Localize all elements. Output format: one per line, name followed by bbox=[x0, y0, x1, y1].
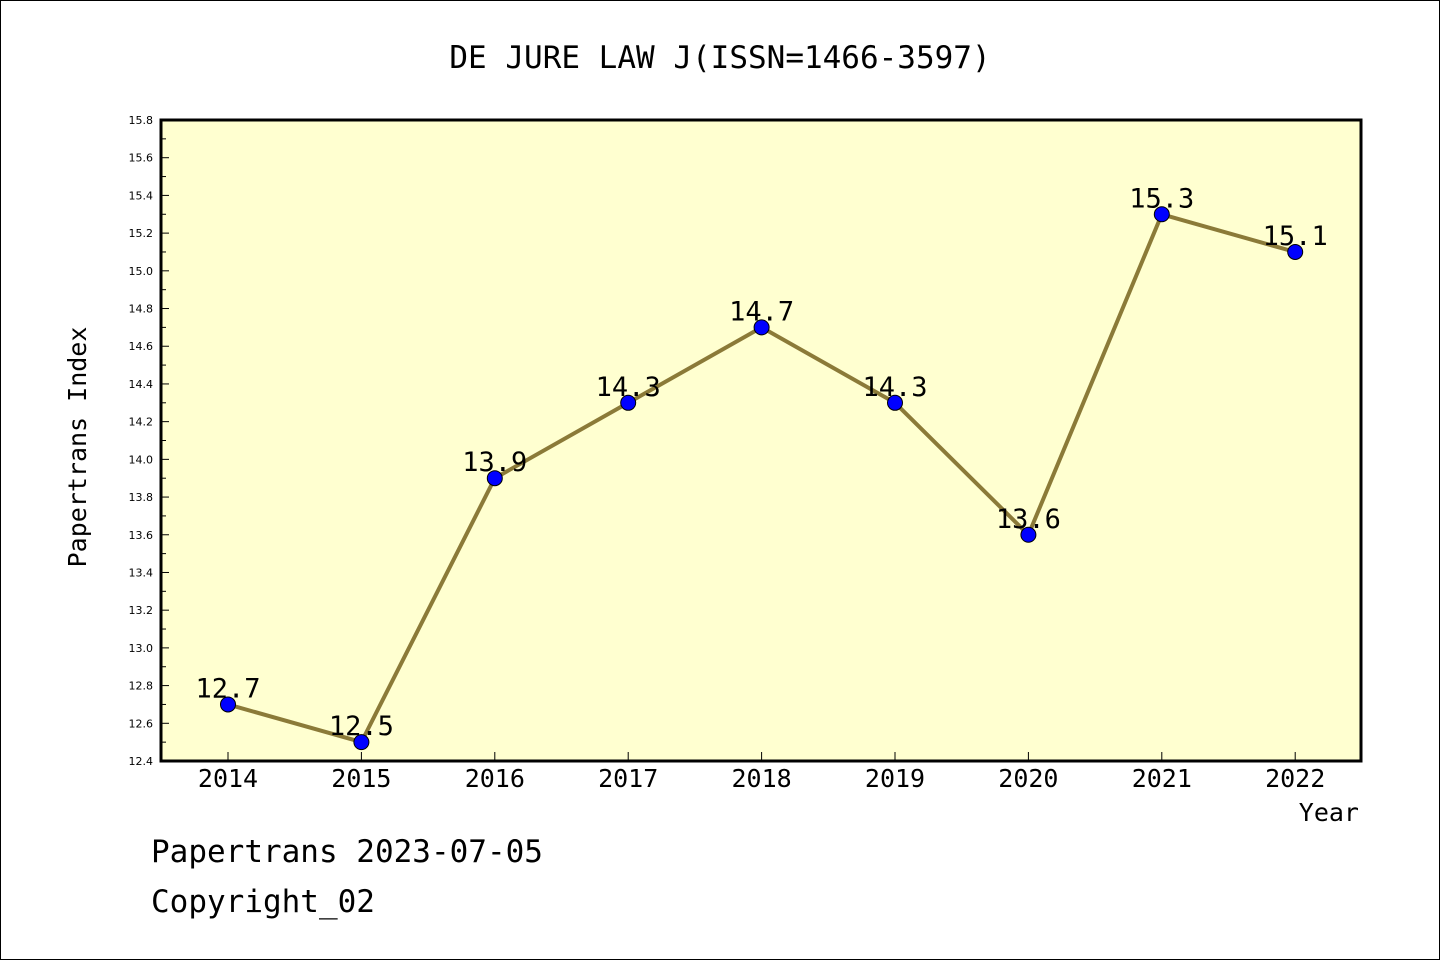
y-tick-label: 15.8 bbox=[129, 114, 154, 127]
footer-copyright: Copyright_02 bbox=[151, 884, 375, 920]
x-tick-label: 2016 bbox=[465, 764, 525, 793]
x-tick-label: 2018 bbox=[731, 764, 791, 793]
y-axis: 12.4 12.6 12.8 13.0 13.2 13.4 13.6 13.8 14.0 14.2… bbox=[129, 114, 169, 768]
data-label: 15.1 bbox=[1263, 221, 1328, 252]
y-tick-label: 14.8 bbox=[129, 303, 154, 316]
y-tick-label: 12.8 bbox=[129, 680, 154, 693]
y-tick-label: 15.0 bbox=[129, 265, 154, 278]
x-tick-label: 2020 bbox=[998, 764, 1058, 793]
footer-date: Papertrans 2023-07-05 bbox=[151, 834, 543, 870]
data-label: 12.5 bbox=[329, 711, 394, 742]
data-point bbox=[887, 394, 903, 411]
data-label: 13.6 bbox=[996, 504, 1061, 535]
x-tick-label: 2014 bbox=[198, 764, 258, 793]
data-point bbox=[220, 696, 236, 713]
data-markers bbox=[220, 206, 1304, 751]
data-point bbox=[1020, 526, 1037, 543]
y-tick-label: 13.8 bbox=[129, 491, 154, 504]
data-label: 12.7 bbox=[195, 673, 260, 704]
x-tick-label: 2022 bbox=[1265, 764, 1325, 793]
y-tick-label: 12.6 bbox=[129, 717, 154, 730]
data-point bbox=[753, 319, 770, 336]
data-label: 14.3 bbox=[596, 372, 661, 403]
x-tick-label: 2017 bbox=[598, 764, 658, 793]
y-tick-label: 15.4 bbox=[129, 189, 154, 202]
plot-area bbox=[159, 118, 1363, 763]
data-label: 14.7 bbox=[729, 296, 794, 327]
data-labels: 12.7 12.5 13.9 14.3 14.7 14.3 13.6 15.3 15.1 bbox=[195, 183, 1327, 742]
y-tick-label: 13.2 bbox=[129, 604, 154, 617]
data-point bbox=[486, 470, 503, 487]
y-tick-label: 14.4 bbox=[129, 378, 154, 391]
x-tick-label: 2019 bbox=[865, 764, 925, 793]
y-tick-label: 14.0 bbox=[129, 453, 154, 466]
data-point bbox=[353, 734, 370, 751]
y-tick-label: 13.0 bbox=[129, 642, 154, 655]
data-label: 15.3 bbox=[1129, 183, 1194, 214]
data-label: 13.9 bbox=[462, 447, 527, 478]
data-label: 14.3 bbox=[862, 372, 927, 403]
y-axis-label: Papertrans Index bbox=[63, 327, 92, 568]
y-tick-label: 14.6 bbox=[129, 340, 154, 353]
chart-title: DE JURE LAW J(ISSN=1466-3597) bbox=[449, 40, 990, 76]
y-tick-label: 14.2 bbox=[129, 416, 154, 429]
x-axis: 2014 2015 2016 2017 2018 2019 2020 2021 2022 bbox=[198, 752, 1325, 793]
x-tick-label: 2015 bbox=[331, 764, 391, 793]
y-tick-label: 15.2 bbox=[129, 227, 154, 240]
data-point bbox=[1153, 206, 1170, 223]
y-tick-label: 15.6 bbox=[129, 152, 154, 165]
x-axis-label: Year bbox=[1299, 798, 1359, 827]
y-tick-label: 13.6 bbox=[129, 529, 154, 542]
y-tick-label: 13.4 bbox=[129, 566, 154, 579]
y-tick-label: 12.4 bbox=[129, 755, 154, 768]
x-tick-label: 2021 bbox=[1132, 764, 1192, 793]
data-point bbox=[1287, 243, 1304, 260]
data-point bbox=[620, 394, 637, 411]
